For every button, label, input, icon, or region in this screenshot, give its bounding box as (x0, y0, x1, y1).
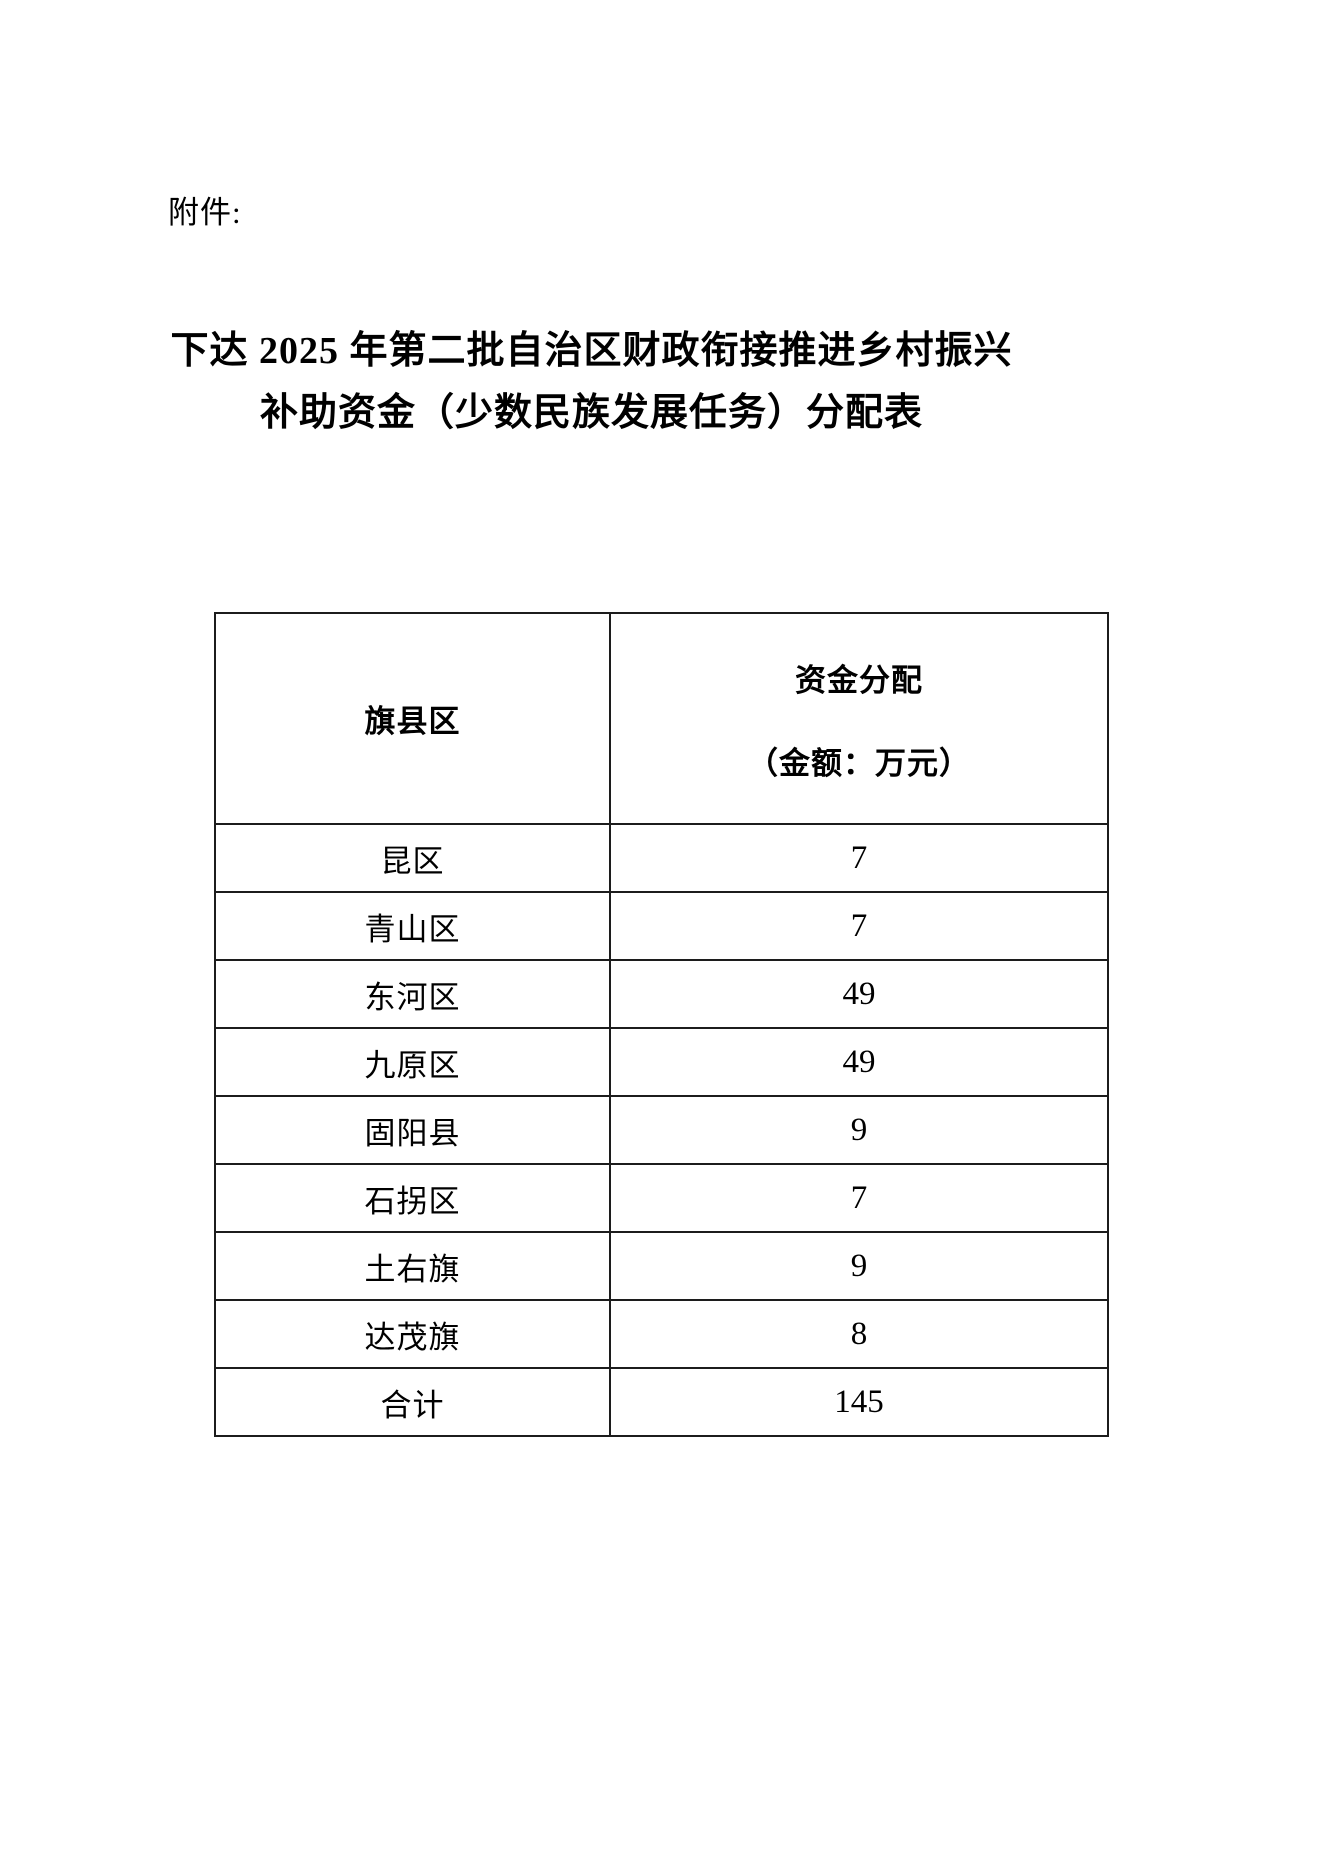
amount-cell: 7 (609, 891, 1109, 961)
amount-cell: 7 (609, 823, 1109, 893)
document-title-line2: 补助资金（少数民族发展任务）分配表 (259, 392, 923, 434)
column-header-amount-title: 资金分配 (795, 662, 923, 698)
amount-cell: 7 (609, 1163, 1109, 1233)
region-cell: 东河区 (214, 959, 611, 1029)
region-cell: 昆区 (214, 823, 611, 893)
allocation-table: 旗县区 资金分配 （金额：万元） 昆区 7 青山区 7 东河区 49 九原区 (214, 612, 1109, 1437)
table-row: 土右旗 9 (214, 1231, 1109, 1301)
table-row-total: 合计 145 (214, 1367, 1109, 1437)
column-header-region: 旗县区 (214, 612, 611, 825)
amount-cell: 9 (609, 1095, 1109, 1165)
column-header-amount: 资金分配 （金额：万元） (609, 612, 1109, 825)
table-row: 昆区 7 (214, 823, 1109, 893)
amount-cell: 49 (609, 1027, 1109, 1097)
amount-cell: 8 (609, 1299, 1109, 1369)
table-row: 东河区 49 (214, 959, 1109, 1029)
total-label-cell: 合计 (214, 1367, 611, 1437)
table-row: 九原区 49 (214, 1027, 1109, 1097)
total-amount-cell: 145 (609, 1367, 1109, 1437)
attachment-label: 附件: (168, 195, 242, 230)
document-title-line1: 下达 2025 年第二批自治区财政衔接推进乡村振兴 (170, 330, 1013, 372)
amount-cell: 9 (609, 1231, 1109, 1301)
region-cell: 土右旗 (214, 1231, 611, 1301)
region-cell: 固阳县 (214, 1095, 611, 1165)
amount-cell: 49 (609, 959, 1109, 1029)
table-row: 青山区 7 (214, 891, 1109, 961)
region-cell: 青山区 (214, 891, 611, 961)
column-header-amount-unit: （金额：万元） (747, 745, 971, 781)
table-header-row: 旗县区 资金分配 （金额：万元） (214, 612, 1109, 825)
document-title: 下达 2025 年第二批自治区财政衔接推进乡村振兴 补助资金（少数民族发展任务）… (60, 320, 1123, 444)
region-cell: 九原区 (214, 1027, 611, 1097)
region-cell: 石拐区 (214, 1163, 611, 1233)
table-row: 达茂旗 8 (214, 1299, 1109, 1369)
table-row: 石拐区 7 (214, 1163, 1109, 1233)
table-row: 固阳县 9 (214, 1095, 1109, 1165)
table-header: 旗县区 资金分配 （金额：万元） (214, 612, 1109, 825)
region-cell: 达茂旗 (214, 1299, 611, 1369)
table-body: 昆区 7 青山区 7 东河区 49 九原区 49 固阳县 9 石拐区 7 (214, 823, 1109, 1437)
